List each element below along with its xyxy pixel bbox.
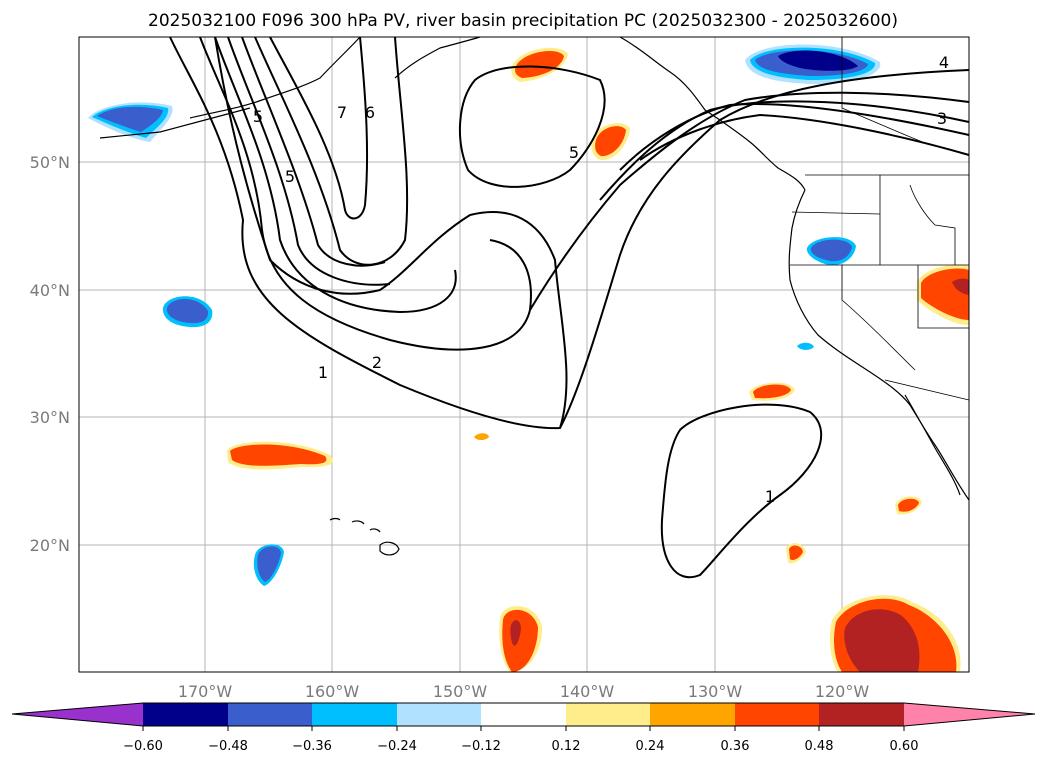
hawaii-islets [329,517,381,533]
colorbar-tick-label: 0.24 [636,739,665,754]
colorbar-tick-label: −0.48 [208,739,248,754]
colorbar-tick-label: −0.36 [292,739,332,754]
contour-labels: 1 2 5 6 7 5 5 4 3 1 [253,53,949,506]
colorbar-segment [228,703,312,726]
precip-blob-nevada [917,264,969,326]
pv-contour-4 [227,36,391,286]
baja-peninsula [904,394,961,496]
precip-blob-small-socal [797,342,814,350]
pv-contour-1-ridge [559,69,970,429]
washington-oregon-border [791,211,881,215]
precip-blob-pacific-nw [745,44,881,84]
pv-contour-1-southeast [660,403,823,578]
precip-blob-small-central [474,433,489,440]
pv-contour-2-ridge [529,91,970,311]
precip-negative-areas [88,44,881,586]
contour-label: 1 [318,363,328,382]
alaska-islands-south [394,36,481,79]
precip-blob-aleutian-west [88,102,173,142]
alaska-coast [189,36,361,119]
colorbar-tick-label: 0.60 [890,739,919,754]
precip-blob-small-southeast [786,543,806,564]
colorbar-tick-label: 0.48 [805,739,834,754]
pv-contour-2 [199,36,532,351]
lat-label: 20°N [30,536,70,555]
contour-label: 6 [365,103,375,122]
hawaii-island [379,541,400,556]
pv-contour-7 [269,36,369,220]
precip-blob-south-center [499,606,543,672]
precip-blob-subtropical-west [227,441,333,470]
longitude-labels: 170°W 160°W 150°W 140°W 130°W 120°W [178,682,870,701]
colorbar-tick-label: 0.12 [552,739,581,754]
lat-label: 40°N [30,281,70,300]
colorbar-tick-label: −0.24 [377,739,417,754]
contour-label: 1 [765,487,775,506]
contour-label: 4 [939,53,949,72]
colorbar-extend-high [904,703,1035,726]
precip-blob-gulf-of-alaska [511,47,568,82]
state-borders [790,37,970,401]
colorbar-segment [481,703,566,726]
aleutian-islands [99,107,251,139]
colorbar-segment [650,703,735,726]
contour-label: 3 [937,109,947,128]
colorbar-extend-low [12,703,143,726]
colorbar-segment [819,703,904,726]
se-alaska-coast [619,36,806,191]
colorbar: −0.60 −0.48 −0.36 −0.24 −0.12 0.12 0.24 … [11,702,1036,754]
map-frame [78,36,970,673]
precip-blob-bc-coast [591,123,630,161]
map-area [79,37,969,672]
pv-contour-3 [214,36,457,314]
pv-contour-5-ridge [639,113,970,161]
california-nevada-border [841,265,916,371]
precip-blob-central-pacific [162,296,213,328]
pv-contours [169,36,970,578]
colorbar-segment [312,703,397,726]
contour-label: 2 [372,353,382,372]
colorbar-segment [143,703,228,726]
contour-label: 5 [569,143,579,162]
contour-label: 5 [253,107,263,126]
lat-label: 30°N [30,408,70,427]
us-west-coast [788,189,970,501]
nevada-utah-border [917,265,969,329]
colorbar-tick-label: −0.60 [123,739,163,754]
lon-label: 150°W [433,682,488,701]
map-title: 2025032100 F096 300 hPa PV, river basin … [148,11,898,31]
lon-label: 130°W [688,682,743,701]
idaho-montana-border [909,184,956,265]
precip-positive-areas [227,47,969,672]
colorbar-segment [566,703,650,726]
precip-blob-northern-california [806,237,856,266]
lon-label: 160°W [305,682,360,701]
contour-label: 7 [337,103,347,122]
pv-contour-1-main [169,36,568,430]
contour-label: 5 [285,167,295,186]
precip-blob-subtropical-east [749,382,795,401]
lon-label: 140°W [560,682,615,701]
lon-label: 170°W [178,682,233,701]
colorbar-segment [397,703,481,726]
precip-blob-hawaii-west [253,544,284,586]
colorbar-tick-label: 0.36 [721,739,750,754]
pv-contour-4-ridge [619,103,970,171]
pv-contour-5 [241,36,386,267]
colorbar-tick-label: −0.12 [461,739,501,754]
lon-label: 120°W [815,682,870,701]
coastlines [99,36,970,556]
latitude-labels: 50°N 40°N 30°N 20°N [30,153,70,555]
precip-blob-south-east [830,595,961,672]
colorbar-segment [735,703,819,726]
lat-label: 50°N [30,153,70,172]
pv-contour-6 [254,36,409,266]
pv-contour-5-loop [458,65,606,188]
precip-blob-baja [895,496,922,515]
colorbar-ticks [142,726,905,731]
us-mexico-border [884,379,970,401]
